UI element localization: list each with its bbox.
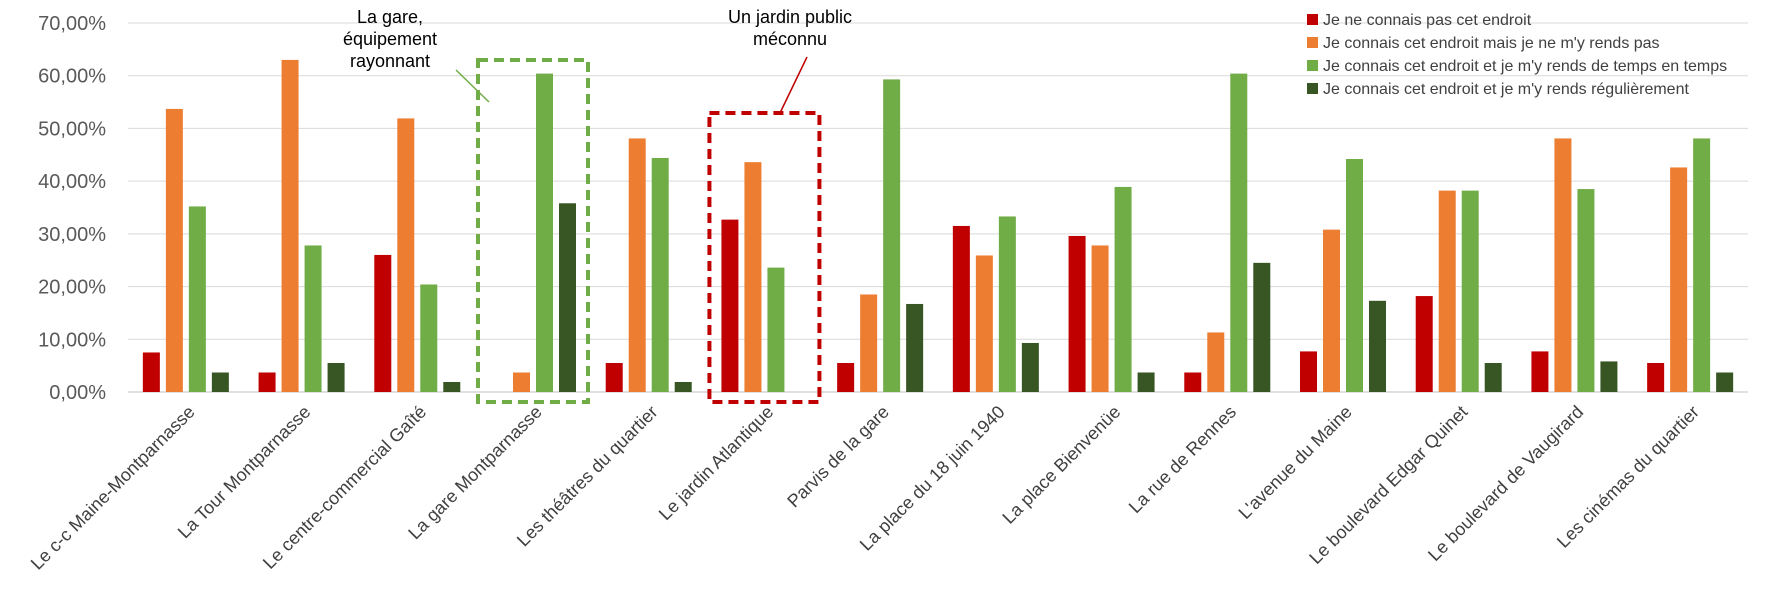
bar [1647,363,1665,392]
bar [1531,351,1549,392]
y-tick-label: 60,00% [38,66,106,88]
bar [744,162,762,392]
bar [1461,190,1479,392]
bar [1554,138,1572,392]
bars [142,59,1734,393]
x-tick-label: L'avenue du Maine [1235,402,1356,523]
legend: Je ne connais pas cet endroit Je connais … [1307,12,1727,98]
bar [860,294,878,392]
legend-swatch [1307,60,1318,71]
bar [767,267,785,392]
bar [628,138,646,392]
bar [721,219,739,392]
legend-label: Je connais cet endroit et je m'y rends r… [1323,81,1689,98]
bar [1021,342,1039,392]
x-tick-label: Le jardin Atlantique [655,402,777,524]
bar [1670,167,1688,392]
bar [906,303,924,392]
legend-swatch [1307,83,1318,94]
bar [975,255,993,392]
bar [674,381,692,392]
bar [536,73,553,392]
bar [327,363,345,392]
x-tick-label: Le c-c Maine-Montparnasse [27,402,199,574]
legend-label: Je ne connais pas cet endroit [1323,12,1532,29]
bar [1369,300,1386,392]
bar [1207,332,1225,392]
annotation-box [476,58,590,404]
bar [420,284,438,392]
bar [1415,296,1433,392]
bar [1716,372,1734,392]
x-tick-label: Parvis de la gare [783,402,893,512]
bar [142,352,160,392]
bar [397,118,415,393]
legend-swatch [1307,37,1318,48]
y-tick-label: 0,00% [49,382,106,404]
y-tick-label: 40,00% [38,171,106,193]
bar [1114,186,1132,392]
gridlines [128,22,1748,393]
bar [651,157,669,392]
bar [1253,262,1271,392]
legend-label: Je connais cet endroit mais je ne m'y re… [1323,35,1660,52]
bar [281,59,299,393]
bar [188,206,206,392]
y-tick-label: 70,00% [38,13,106,35]
bar [1693,138,1711,392]
bar [1091,245,1109,392]
annotation-text: méconnu [753,29,827,49]
bar [883,79,901,392]
bar [1300,351,1317,392]
bar [1577,189,1595,392]
bar [1484,363,1502,392]
bar [1600,361,1618,392]
y-tick-label: 30,00% [38,224,106,246]
y-tick-label: 50,00% [38,118,106,140]
bar [258,372,276,392]
bar [559,203,576,392]
bar [998,216,1016,392]
y-tick-label: 10,00% [38,329,106,351]
bar [211,372,229,392]
bar [374,254,392,392]
annotation-text: La gare, [357,7,423,27]
annotation-text: rayonnant [350,51,430,71]
annotation-leader-line [455,69,490,103]
bar [1068,235,1086,392]
legend-label: Je connais cet endroit et je m'y rends d… [1323,58,1727,75]
annotation-text: Un jardin public [728,7,852,27]
bar [1184,372,1202,392]
bar [837,363,855,392]
bar [165,108,183,392]
x-tick-label: La Tour Montparnasse [174,402,315,543]
annotation-box [707,111,822,404]
bar [513,372,530,392]
bar [1438,190,1456,392]
bar [443,381,461,392]
bar [304,245,322,392]
x-tick-label: La rue de Rennes [1125,402,1240,517]
bar [1137,372,1155,392]
bar [1230,73,1248,392]
bar [952,225,970,392]
x-tick-label: La gare Montparnasse [404,402,546,544]
bar [1346,159,1363,392]
bar [1323,229,1340,392]
y-tick-label: 20,00% [38,277,106,299]
x-tick-label: La place Bienvenüe [998,402,1124,528]
bar [605,363,623,392]
legend-swatch [1307,14,1318,25]
annotation-leader-line [779,56,808,114]
annotation-text: équipement [343,29,437,49]
